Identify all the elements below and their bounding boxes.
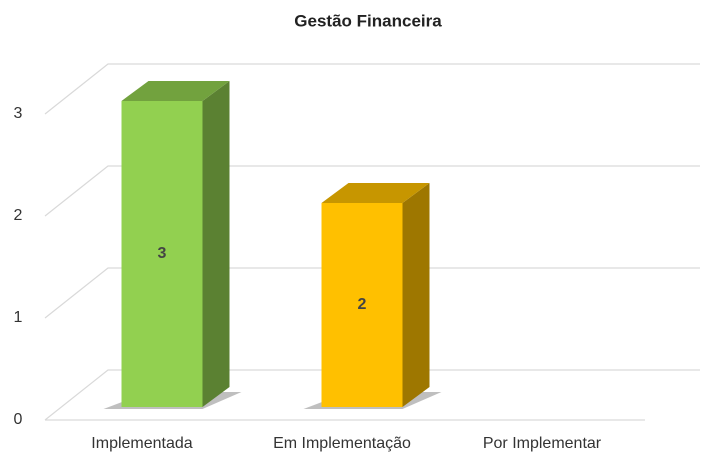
x-tick-label: Implementada [91,435,192,452]
bar-front [321,203,403,407]
bar [303,183,442,409]
y-tick-label: 1 [14,309,23,326]
bar-front [121,101,203,407]
grid-line [44,63,700,115]
chart-title: Gestão Financeira [294,11,442,30]
x-tick-label: Em Implementação [273,435,411,452]
grid-line [44,267,700,319]
bar-top [321,183,430,203]
y-tick-label: 3 [14,105,23,122]
grid-line [44,165,700,217]
value-label: 2 [358,296,367,313]
bar-side [402,183,430,407]
bar [103,81,242,409]
y-tick-label: 0 [14,411,23,428]
bar-side [202,81,230,407]
value-label: 3 [158,245,167,262]
y-tick-label: 2 [14,207,23,224]
x-tick-label: Por Implementar [483,435,602,452]
grid-line [44,369,700,421]
bar-top [121,81,230,101]
